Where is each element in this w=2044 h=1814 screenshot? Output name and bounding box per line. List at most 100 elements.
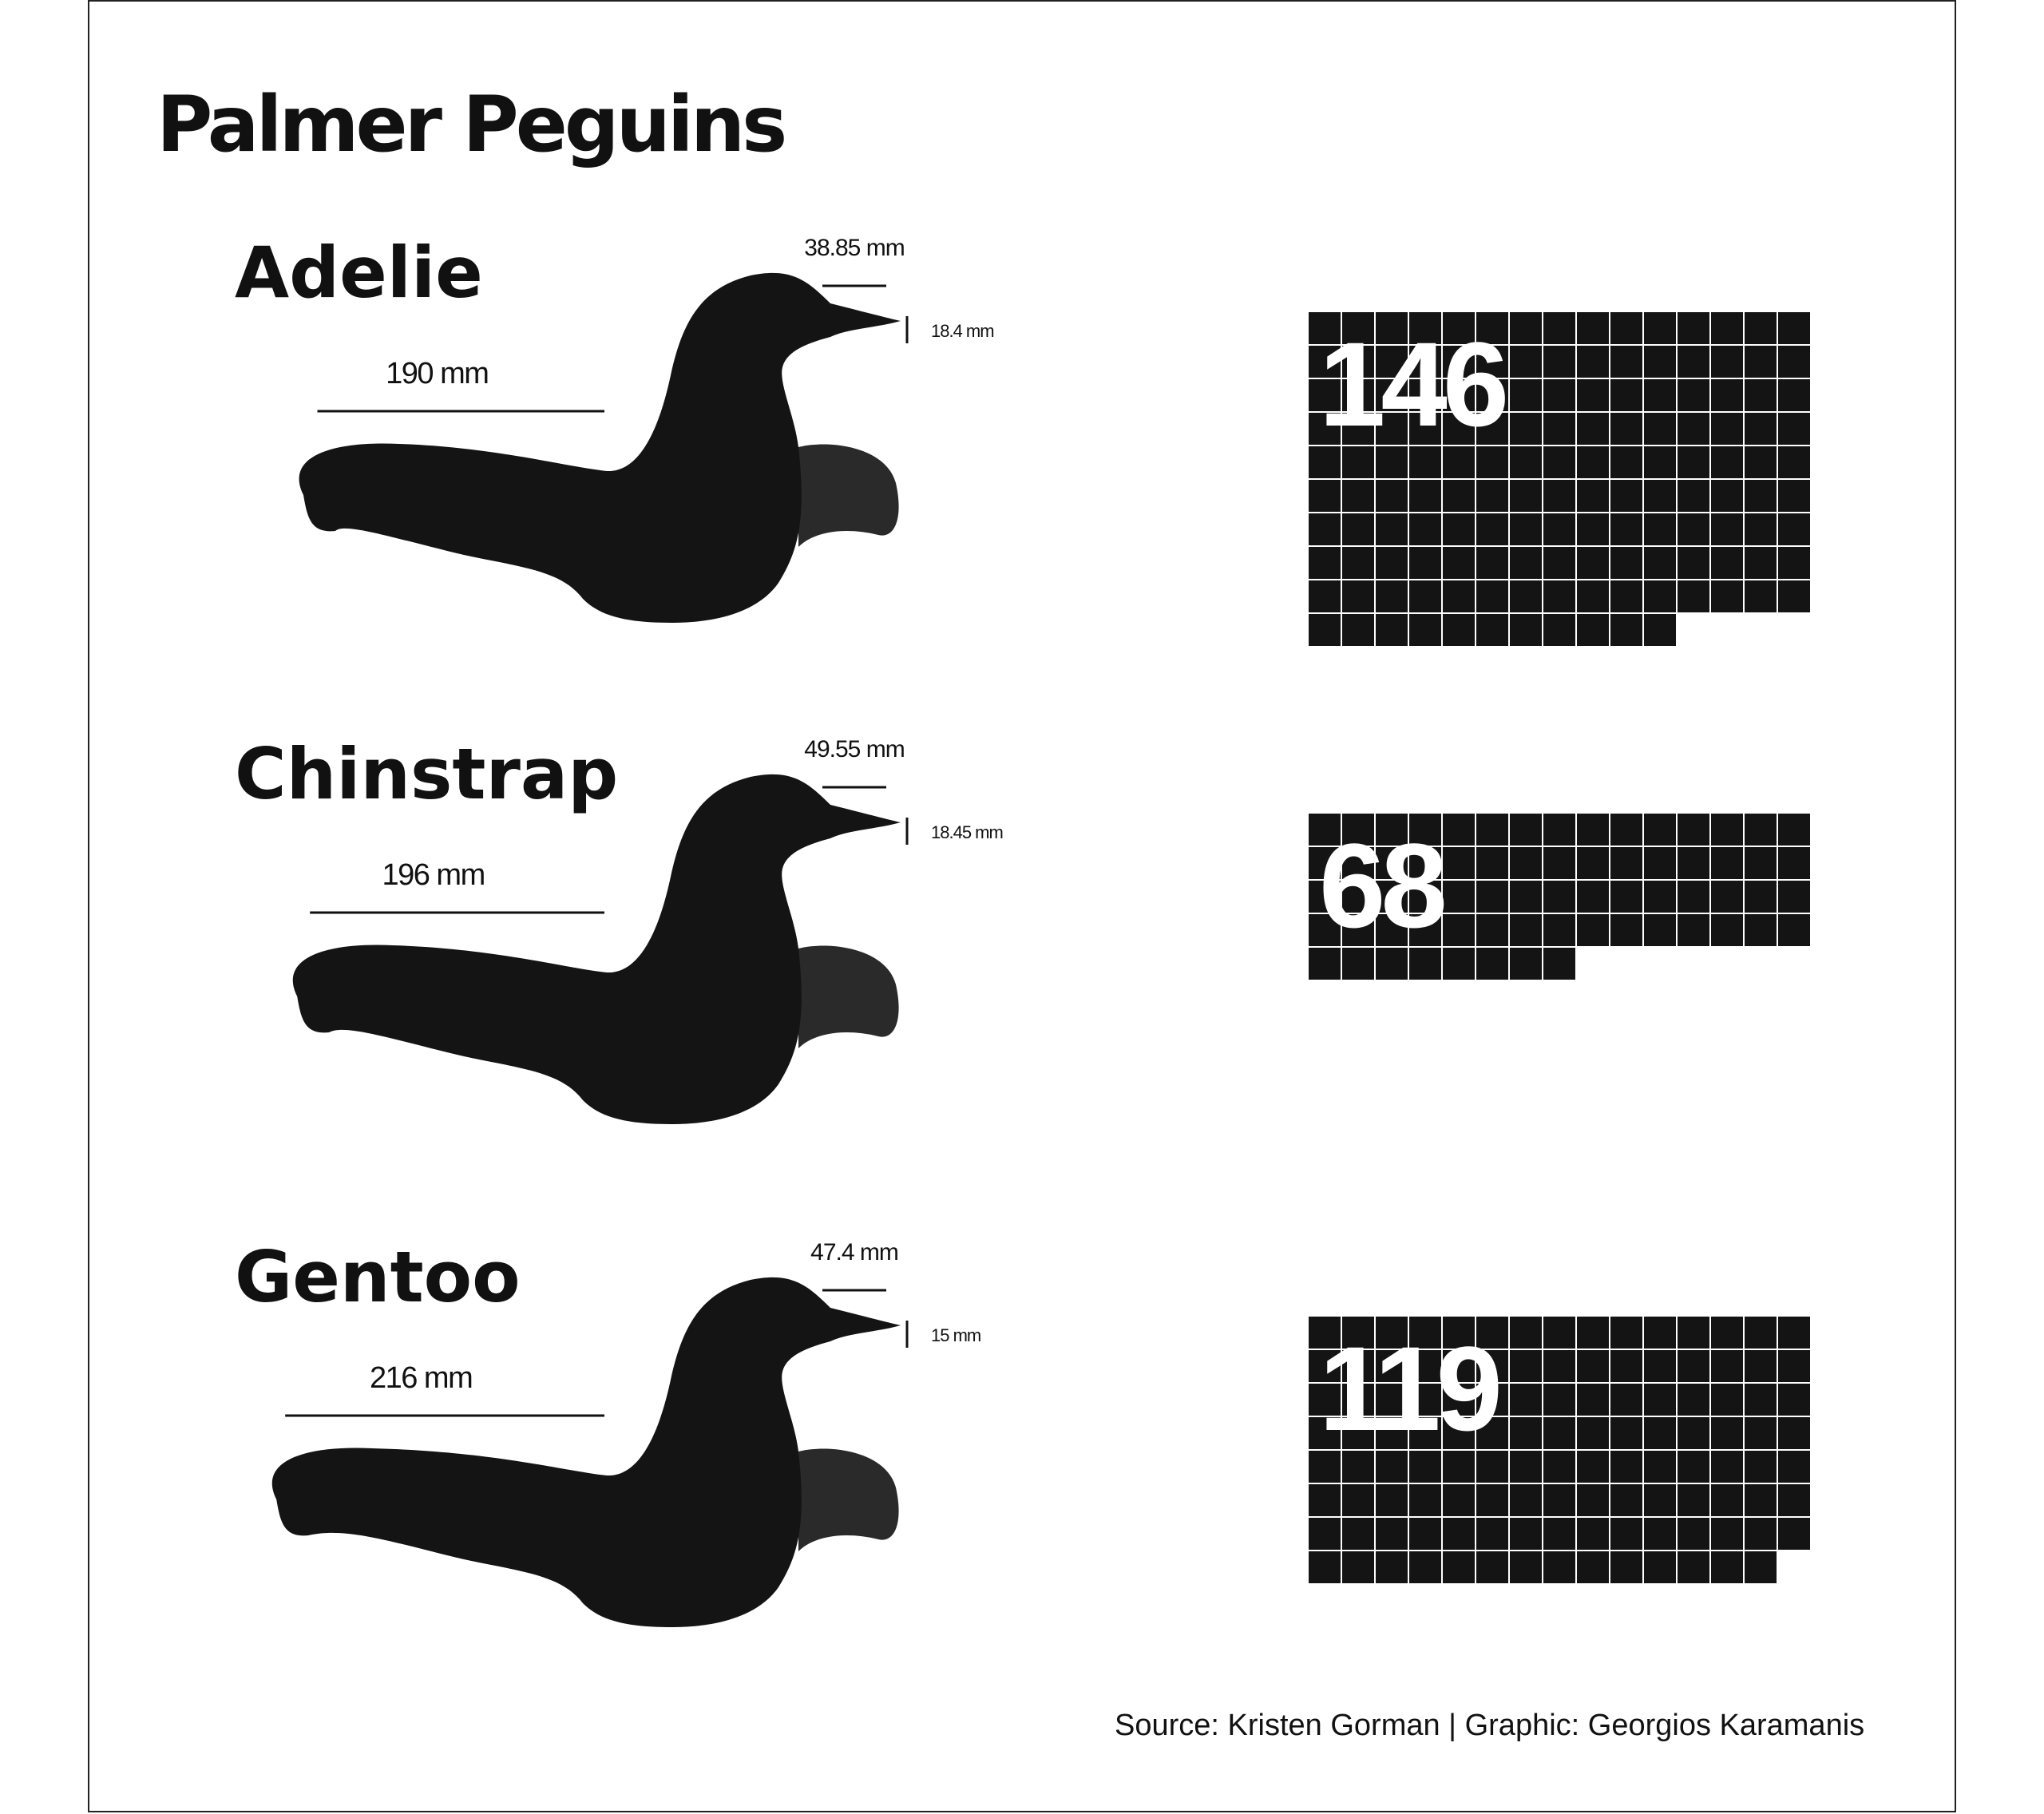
waffle-cell: [1777, 846, 1812, 881]
waffle-cell: [1542, 1315, 1577, 1350]
waffle-cell: [1609, 1315, 1644, 1350]
waffle-cell: [1542, 1516, 1577, 1551]
chart-title: Palmer Peguins: [156, 80, 787, 169]
waffle-cell: [1642, 545, 1678, 580]
waffle-cell: [1609, 411, 1644, 446]
waffle-cell: [1475, 311, 1510, 346]
waffle-cell: [1408, 1516, 1443, 1551]
waffle-cell: [1575, 913, 1610, 948]
waffle-cell: [1676, 1483, 1711, 1518]
waffle-cell: [1441, 478, 1476, 513]
waffle-cell: [1374, 1550, 1409, 1585]
waffle-cell: [1709, 846, 1745, 881]
waffle-grid: [1307, 1315, 1812, 1585]
waffle-cell: [1709, 1382, 1745, 1417]
waffle-cell: [1676, 311, 1711, 346]
waffle-cell: [1777, 1315, 1812, 1350]
waffle-cell: [1575, 344, 1610, 379]
waffle-cell: [1777, 344, 1812, 379]
penguin-body: [292, 774, 901, 1124]
waffle-cell: [1743, 1416, 1778, 1451]
waffle-cell: [1642, 913, 1678, 948]
waffle-cell: [1475, 1550, 1510, 1585]
waffle-cell: [1441, 846, 1476, 881]
waffle-cell: [1307, 378, 1342, 413]
waffle-cell: [1441, 913, 1476, 948]
waffle-cell: [1743, 812, 1778, 847]
waffle-cell: [1709, 378, 1745, 413]
waffle-cell: [1475, 445, 1510, 480]
waffle-cell: [1307, 545, 1342, 580]
waffle-cell: [1542, 344, 1577, 379]
culmen-length-label: 49.55 mm: [804, 736, 904, 762]
waffle-cell: [1777, 879, 1812, 914]
waffle-cell: [1441, 512, 1476, 547]
count-label: 146: [1319, 317, 1505, 451]
waffle-cell: [1676, 344, 1711, 379]
penguin-flipper: [798, 444, 899, 547]
waffle-cell: [1374, 411, 1409, 446]
waffle-cell: [1609, 478, 1644, 513]
culmen-length-label: 38.85 mm: [804, 235, 904, 261]
waffle-cell: [1508, 913, 1543, 948]
waffle-cell: [1743, 1382, 1778, 1417]
waffle-cell: [1609, 579, 1644, 614]
waffle-cell: [1475, 1483, 1510, 1518]
penguin-flipper: [798, 945, 899, 1048]
waffle-cell: [1609, 512, 1644, 547]
source-credit: Source: Kristen Gorman | Graphic: Georgi…: [1115, 1709, 1865, 1742]
waffle-cell: [1642, 579, 1678, 614]
waffle-cell: [1575, 311, 1610, 346]
species-graphic: 196 mm 49.55 mm 18.45 mm 68: [292, 736, 1812, 1124]
waffle-cell: [1374, 1416, 1409, 1451]
waffle-cell: [1676, 478, 1711, 513]
waffle-cell: [1642, 612, 1678, 648]
waffle-grid: [1307, 812, 1812, 981]
waffle-cell: [1575, 445, 1610, 480]
waffle-cell: [1374, 545, 1409, 580]
waffle-cell: [1408, 812, 1443, 847]
waffle-cell: [1575, 1382, 1610, 1417]
waffle-cell: [1642, 478, 1678, 513]
waffle-cell: [1508, 846, 1543, 881]
waffle-cell: [1743, 1550, 1778, 1585]
waffle-cell: [1777, 411, 1812, 446]
waffle-cell: [1307, 879, 1342, 914]
waffle-cell: [1777, 545, 1812, 580]
waffle-cell: [1542, 913, 1577, 948]
waffle-cell: [1475, 812, 1510, 847]
waffle-cell: [1575, 478, 1610, 513]
waffle-cell: [1374, 378, 1409, 413]
waffle-cell: [1609, 1483, 1644, 1518]
waffle-cell: [1743, 478, 1778, 513]
waffle-cell: [1777, 1382, 1812, 1417]
waffle-cell: [1575, 612, 1610, 648]
waffle-cell: [1709, 1550, 1745, 1585]
waffle-cell: [1676, 1416, 1711, 1451]
culmen-depth-label: 18.4 mm: [931, 321, 994, 341]
waffle-cell: [1743, 512, 1778, 547]
waffle-cell: [1508, 612, 1543, 648]
species-name: Gentoo: [235, 1236, 521, 1318]
flipper-length-label: 190 mm: [386, 357, 488, 390]
waffle-cell: [1609, 1382, 1644, 1417]
waffle-cell: [1709, 1516, 1745, 1551]
culmen-depth-label: 18.45 mm: [931, 822, 1003, 842]
waffle-cell: [1676, 545, 1711, 580]
waffle-cell: [1676, 913, 1711, 948]
waffle-cell: [1475, 579, 1510, 614]
waffle-cell: [1341, 612, 1376, 648]
waffle-cell: [1642, 1550, 1678, 1585]
species-graphic: 190 mm 38.85 mm 18.4 mm 146: [299, 235, 1812, 648]
waffle-cell: [1575, 378, 1610, 413]
waffle-cell: [1743, 846, 1778, 881]
waffle-cell: [1709, 1349, 1745, 1384]
waffle-cell: [1676, 1349, 1711, 1384]
waffle-cell: [1374, 1315, 1409, 1350]
waffle-cell: [1609, 445, 1644, 480]
waffle-cell: [1307, 1449, 1342, 1484]
waffle-cell: [1408, 879, 1443, 914]
waffle-cell: [1374, 612, 1409, 648]
waffle-cell: [1642, 344, 1678, 379]
waffle-cell: [1374, 445, 1409, 480]
